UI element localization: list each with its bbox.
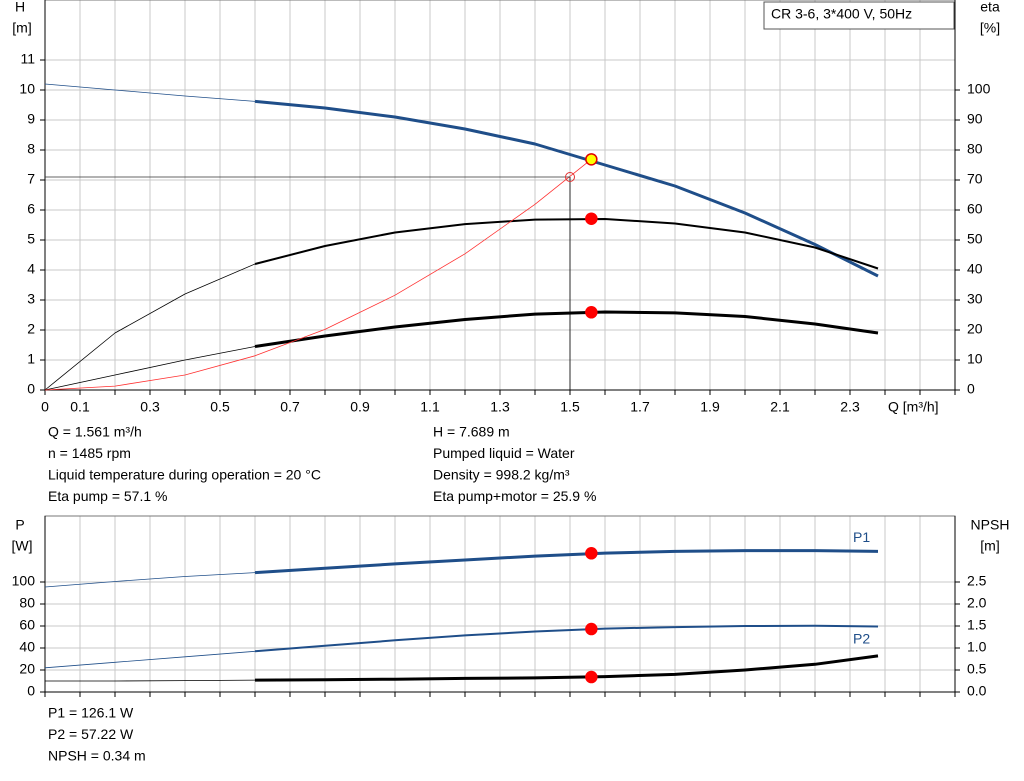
- info-text: Liquid temperature during operation = 20…: [48, 467, 321, 483]
- operating-point: [585, 153, 598, 166]
- y2-tick-label: 100: [967, 81, 991, 97]
- y2-tick-label: 0.5: [967, 661, 987, 677]
- info-text: P1 = 126.1 W: [48, 705, 134, 721]
- operating-point: [585, 670, 598, 684]
- y-tick-label: 60: [19, 617, 35, 633]
- series-line-extended: [44, 572, 256, 588]
- y-tick-label: 8: [27, 141, 35, 157]
- x-tick-label: 0.3: [140, 399, 160, 415]
- y2-tick-label: 40: [967, 261, 983, 277]
- series-label: P1: [853, 529, 870, 545]
- y2-tick-label: 30: [967, 291, 983, 307]
- y-tick-label: 10: [19, 81, 35, 97]
- y2-axis-label: eta: [980, 0, 1000, 15]
- x-tick-label: 0.7: [280, 399, 300, 415]
- chart-title: CR 3-6, 3*400 V, 50Hz: [771, 6, 912, 22]
- y2-axis-label: NPSH: [971, 517, 1010, 533]
- x-tick-label: 2.3: [840, 399, 860, 415]
- y2-tick-label: 50: [967, 231, 983, 247]
- y2-axis-unit: [m]: [980, 538, 999, 554]
- info-text: Eta pump = 57.1 %: [48, 488, 167, 504]
- y2-tick-label: 70: [967, 171, 983, 187]
- y2-tick-label: 60: [967, 201, 983, 217]
- y2-tick-label: 0: [967, 381, 975, 397]
- series-line: [254, 624, 879, 653]
- y-tick-label: 0: [27, 683, 35, 699]
- y-tick-label: 0: [27, 381, 35, 397]
- y2-tick-label: 1.0: [967, 639, 987, 655]
- y2-tick-label: 1.5: [967, 617, 987, 633]
- info-text: P2 = 57.22 W: [48, 726, 134, 742]
- x-tick-label: 2.1: [770, 399, 790, 415]
- series-line-extended: [44, 650, 256, 669]
- info-text: Density = 998.2 kg/m³: [433, 467, 570, 483]
- title-box: [763, 1, 955, 30]
- info-text: Q = 1.561 m³/h: [48, 424, 142, 440]
- y-tick-label: 1: [27, 351, 35, 367]
- info-text: Pumped liquid = Water: [433, 445, 575, 461]
- info-text: Eta pump+motor = 25.9 %: [433, 488, 596, 504]
- y2-tick-label: 2.5: [967, 573, 987, 589]
- series-label: P2: [853, 630, 870, 646]
- series-line: [44, 158, 592, 391]
- x-tick-label: 0.1: [70, 399, 90, 415]
- y2-axis-unit: [%]: [980, 20, 1000, 36]
- x-tick-label: 0.9: [350, 399, 370, 415]
- y2-tick-label: 80: [967, 141, 983, 157]
- y-axis-unit: [W]: [12, 538, 33, 554]
- series-line-extended: [44, 83, 256, 102]
- y-tick-label: 11: [20, 51, 35, 67]
- y-tick-label: 20: [19, 661, 35, 677]
- y2-tick-label: 2.0: [967, 595, 987, 611]
- info-text: n = 1485 rpm: [48, 445, 131, 461]
- y-tick-label: 100: [12, 573, 36, 589]
- y2-tick-label: 0.0: [967, 683, 987, 699]
- operating-point: [585, 547, 598, 560]
- y2-tick-label: 90: [967, 111, 983, 127]
- y-tick-label: 9: [27, 111, 35, 127]
- operating-point: [585, 212, 598, 225]
- y-tick-label: 6: [27, 201, 35, 217]
- y-axis-label: H: [15, 0, 25, 15]
- y2-tick-label: 10: [967, 351, 983, 367]
- series-line: [254, 654, 879, 682]
- y-tick-label: 4: [27, 261, 35, 277]
- operating-point: [585, 306, 598, 319]
- x-tick-label: 0: [41, 399, 49, 415]
- x-tick-label: 1.1: [420, 399, 440, 415]
- series-line: [254, 310, 879, 348]
- info-text: NPSH = 0.34 m: [48, 748, 146, 764]
- y-tick-label: 40: [19, 639, 35, 655]
- x-tick-label: 1.7: [630, 399, 650, 415]
- x-tick-label: 1.5: [560, 399, 580, 415]
- y-tick-label: 5: [27, 231, 35, 247]
- series-line-extended: [45, 679, 256, 682]
- y2-tick-label: 20: [967, 321, 983, 337]
- series-line-extended: [44, 346, 256, 391]
- series-line: [254, 218, 879, 270]
- y-tick-label: 3: [27, 291, 35, 307]
- y-axis-unit: [m]: [12, 20, 31, 36]
- y-axis-label: P: [15, 517, 24, 533]
- y-tick-label: 7: [27, 171, 35, 187]
- series-line: [254, 549, 879, 575]
- x-tick-label: 0.5: [210, 399, 230, 415]
- info-text: H = 7.689 m: [433, 424, 510, 440]
- operating-point: [585, 622, 598, 636]
- x-axis-label: Q [m³/h]: [888, 399, 939, 415]
- series-line: [254, 99, 879, 278]
- y-tick-label: 2: [27, 321, 35, 337]
- x-tick-label: 1.9: [700, 399, 720, 415]
- y-tick-label: 80: [19, 595, 35, 611]
- series-line-extended: [44, 263, 256, 391]
- x-tick-label: 1.3: [490, 399, 510, 415]
- duty-point: [565, 172, 575, 182]
